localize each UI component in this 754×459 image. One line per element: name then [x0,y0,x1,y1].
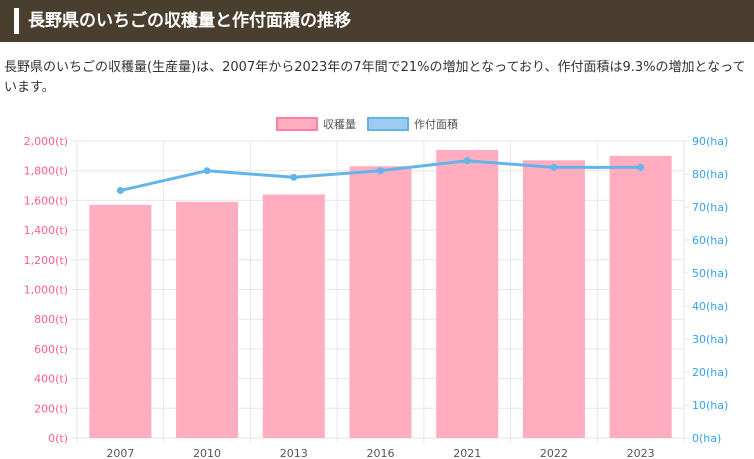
bar [89,204,152,438]
x-tick-label: 2021 [453,447,481,459]
bar [349,166,412,438]
line-point [116,187,124,194]
bar [262,194,325,438]
legend-swatch [276,117,318,131]
y-left-tick-label: 1,400(t) [24,224,68,237]
line-point [377,167,384,175]
y-right-tick-label: 50(ha) [692,267,728,280]
line-point [463,157,471,165]
line-point [203,167,211,175]
bar [436,149,499,438]
bar [176,201,239,438]
y-left-tick-label: 1,000(t) [24,284,68,297]
bar [609,155,672,438]
bar [522,160,585,438]
y-left-tick-label: 600(t) [34,343,68,356]
header-accent-bar [14,8,19,34]
x-tick-label: 2007 [106,447,134,459]
y-left-tick-label: 2,000(t) [24,135,68,148]
y-left-tick-label: 400(t) [34,373,68,386]
chart: 0(t) 200(t) 400(t) 600(t) 800(t) 1,000(t) 1,20… [24,117,728,459]
page-title: 長野県のいちごの収穫量と作付面積の推移 [28,11,351,31]
y-right-tick-label: 80(ha) [692,168,728,181]
y-left-tick-label: 1,200(t) [24,254,68,267]
y-right-tick-label: 20(ha) [692,366,728,379]
y-right-tick-label: 90(ha) [692,135,728,148]
legend-label: 作付面積 [414,117,458,131]
y-right-tick-label: 70(ha) [692,201,728,214]
y-right-tick-label: 30(ha) [692,333,728,346]
x-tick-label: 2023 [627,447,655,459]
y-right-tick-label: 60(ha) [692,234,728,247]
x-tick-label: 2013 [280,447,308,459]
page-header: 長野県のいちごの収穫量と作付面積の推移 [0,0,754,42]
line-point [290,173,298,181]
y-left-tick-label: 0(t) [48,432,68,445]
y-right-tick-label: 40(ha) [692,300,728,313]
y-right-tick-label: 10(ha) [692,399,728,412]
y-left-tick-label: 1,600(t) [24,194,68,207]
y-left-tick-label: 1,800(t) [24,165,68,178]
x-tick-label: 2010 [193,447,221,459]
description-text: 長野県のいちごの収穫量(生産量)は、2007年から2023年の7年間で21%の増… [4,60,746,95]
legend-swatch [367,117,409,131]
line-point [637,163,645,171]
x-tick-label: 2022 [540,447,568,459]
x-tick-label: 2016 [367,447,395,459]
y-right-tick-label: 0(ha) [692,432,721,445]
legend-label: 収穫量 [323,118,356,131]
line-point [550,163,558,171]
y-left-tick-label: 800(t) [34,313,68,326]
y-left-tick-label: 200(t) [34,402,68,415]
